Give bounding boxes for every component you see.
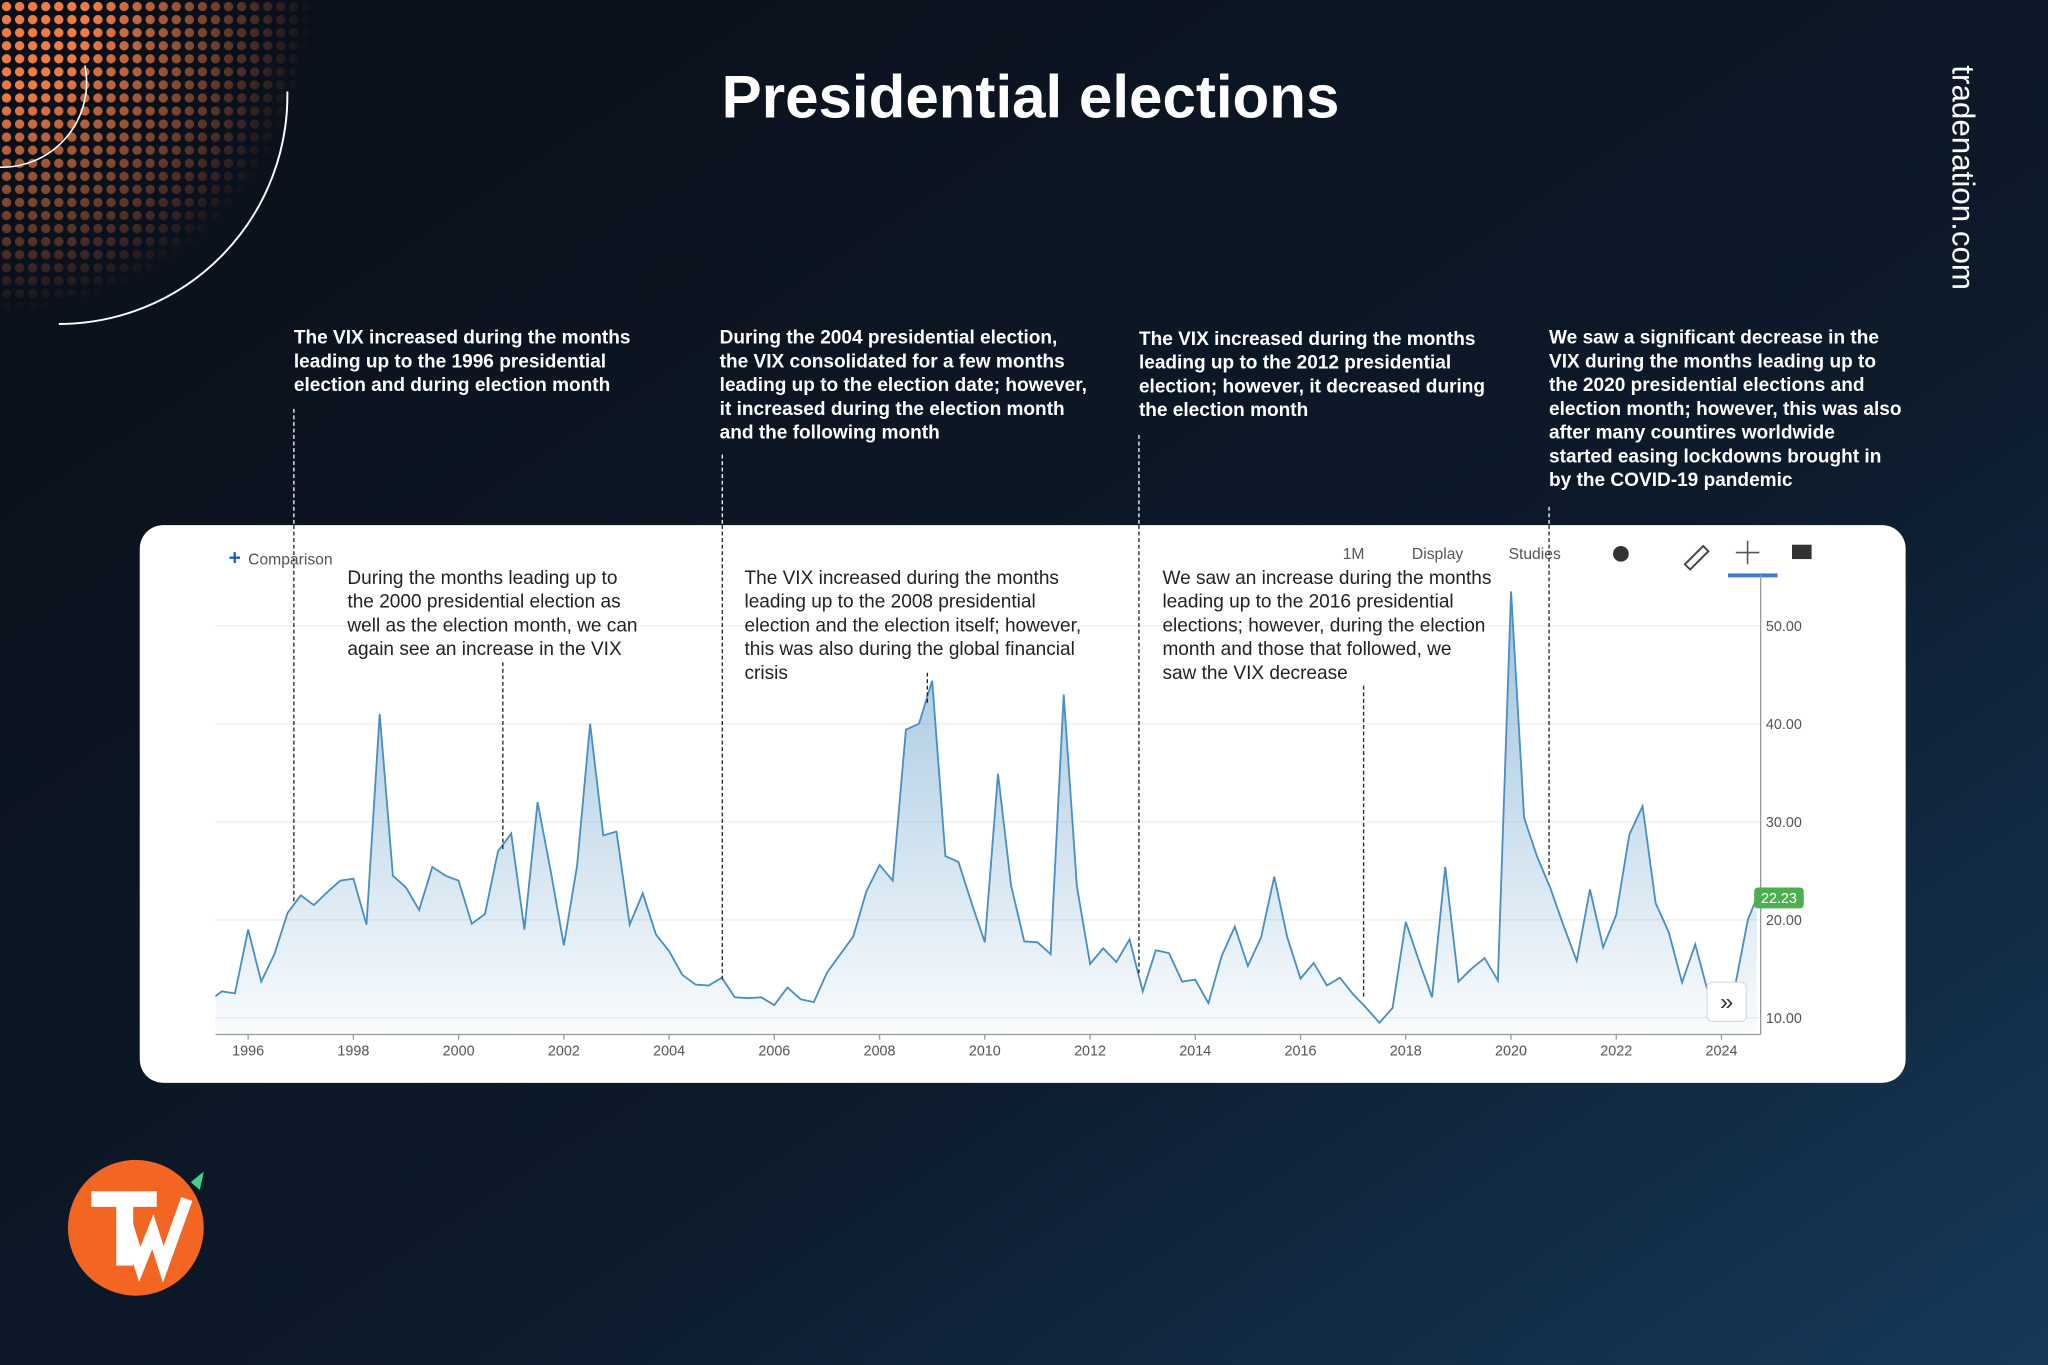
x-tick-label: 2012 xyxy=(1074,1043,1106,1059)
x-tick-label: 2008 xyxy=(864,1043,896,1059)
y-tick-label: 20.00 xyxy=(1766,913,1802,929)
annotation-line: well as the election month, we can xyxy=(346,615,637,636)
annotation-line: We saw an increase during the months xyxy=(1162,568,1491,589)
annotation-line: leading up to the 1996 presidential xyxy=(294,351,606,372)
annotation-line: election month; however, this was also xyxy=(1549,399,1901,420)
annotation-line: crisis xyxy=(744,663,787,684)
halftone xyxy=(0,0,314,314)
annotation-line: election and the election itself; howeve… xyxy=(744,615,1081,636)
x-tick-label: 2020 xyxy=(1495,1043,1527,1059)
annotation-line: The VIX increased during the months xyxy=(744,568,1058,589)
logo xyxy=(67,1159,204,1296)
display-button[interactable]: Display xyxy=(1412,546,1464,563)
brand: tradenation.com xyxy=(1946,65,1981,290)
annotation-line: During the 2004 presidential election, xyxy=(720,328,1058,349)
annotation-line: VIX during the months leading up to xyxy=(1549,351,1876,372)
annotation-line: election and during election month xyxy=(294,375,610,396)
studies-button[interactable]: Studies xyxy=(1509,546,1561,563)
annotation-line: During the months leading up to xyxy=(347,568,617,589)
arc xyxy=(58,91,289,325)
draw-icon[interactable] xyxy=(1683,544,1710,571)
annotation-line: the 2000 presidential election as xyxy=(347,592,620,613)
annotation-line: elections; however, during the election xyxy=(1162,615,1485,636)
scroll-icon[interactable]: » xyxy=(1720,989,1733,1015)
annotation: We saw a significant decrease in the VIX … xyxy=(1549,328,1901,492)
annotation-line: by the COVID-19 pandemic xyxy=(1549,470,1793,491)
annotation-line: the election month xyxy=(1139,400,1308,421)
x-tick-label: 2018 xyxy=(1390,1043,1422,1059)
annotation-line: the VIX consolidated for a few months xyxy=(720,351,1065,372)
x-tick-label: 2024 xyxy=(1706,1043,1738,1059)
annotation: During the 2004 presidential election, th… xyxy=(720,328,1087,444)
y-tick-label: 10.00 xyxy=(1766,1011,1802,1027)
interval-button[interactable]: 1M xyxy=(1343,546,1365,563)
annotation-line: started easing lockdowns brought in xyxy=(1549,446,1881,467)
annotation-line: leading up to the 2008 presidential xyxy=(744,592,1035,613)
annotation-line: The VIX increased during the months xyxy=(294,328,631,349)
arc xyxy=(0,65,88,169)
area xyxy=(215,591,1757,1035)
x-tick-label: 1996 xyxy=(232,1043,264,1059)
comment-icon[interactable] xyxy=(1792,544,1812,560)
line xyxy=(214,591,1758,1025)
annotation-line: saw the VIX decrease xyxy=(1162,663,1347,684)
x-tick-label: 2004 xyxy=(653,1043,685,1059)
scroll-button[interactable] xyxy=(1706,981,1747,1023)
annotation-line: leading up to the 2016 presidential xyxy=(1162,592,1453,613)
annotation: The VIX increased during the months leadi… xyxy=(1139,329,1485,421)
title: Presidential elections xyxy=(722,64,1340,131)
annotation-line: the 2020 presidential elections and xyxy=(1549,375,1864,396)
y-tick-label: 40.00 xyxy=(1766,717,1802,733)
active-tab xyxy=(1728,573,1778,578)
annotation-line: again see an increase in the VIX xyxy=(347,639,622,660)
annotation-line: The VIX increased during the months xyxy=(1139,329,1476,350)
x-tick-label: 2000 xyxy=(443,1043,475,1059)
comparison-button[interactable]: Comparison xyxy=(248,551,332,568)
x-tick-label: 2002 xyxy=(548,1043,580,1059)
annotation-line: month and those that followed, we xyxy=(1162,639,1451,660)
x-tick-label: 2022 xyxy=(1600,1043,1632,1059)
x-tick-label: 2016 xyxy=(1285,1043,1317,1059)
annotation: We saw an increase during the months lead… xyxy=(1162,568,1491,684)
annotation-line: it increased during the election month xyxy=(720,399,1065,420)
x-tick-label: 2010 xyxy=(969,1043,1001,1059)
annotation: The VIX increased during the months leadi… xyxy=(294,328,631,397)
last-value-badge xyxy=(1754,887,1804,909)
x-tick-label: 1998 xyxy=(337,1043,369,1059)
annotation-line: this was also during the global financia… xyxy=(744,639,1074,660)
annotation: During the months leading up to the 2000 … xyxy=(346,568,637,660)
annotation-line: and the following month xyxy=(720,423,940,444)
annotation-line: after many countires worldwide xyxy=(1549,423,1835,444)
annotation-line: election; however, it decreased during xyxy=(1139,376,1485,397)
plus[interactable]: + xyxy=(229,546,241,569)
last-value-label: 22.23 xyxy=(1761,891,1797,907)
annotation-line: leading up to the election date; however… xyxy=(720,375,1087,396)
annotation: The VIX increased during the months leadi… xyxy=(744,568,1081,684)
crosshair-icon[interactable] xyxy=(1735,540,1760,565)
x-tick-label: 2014 xyxy=(1179,1043,1211,1059)
annotation-line: leading up to the 2012 presidential xyxy=(1139,353,1451,374)
x-tick-label: 2006 xyxy=(758,1043,790,1059)
y-tick-label: 30.00 xyxy=(1766,815,1802,831)
y-tick-label: 50.00 xyxy=(1766,619,1802,635)
settings-icon[interactable] xyxy=(1613,546,1629,562)
annotation-line: We saw a significant decrease in the xyxy=(1549,328,1879,349)
